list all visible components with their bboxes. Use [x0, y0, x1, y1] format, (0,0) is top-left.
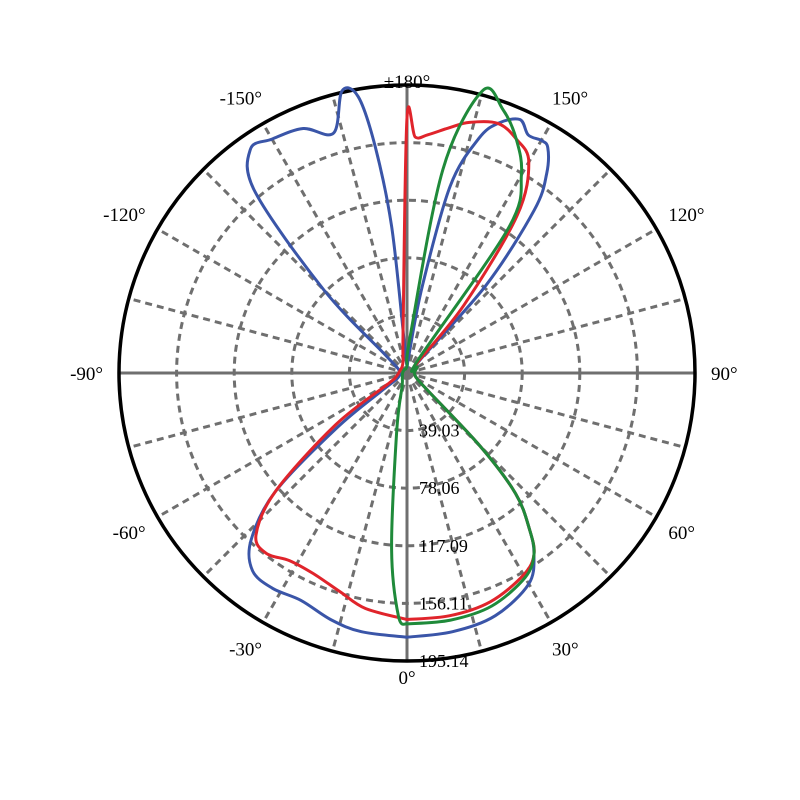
grid-ring-2: [232, 198, 582, 548]
grid-spoke-330: [261, 372, 409, 624]
grid-spoke-315: [202, 371, 409, 578]
radial-tick-label: 39.03: [419, 421, 460, 441]
grid-ring-1: [290, 256, 524, 490]
angle-label: -90°: [70, 364, 103, 385]
radial-tick-label: 195.14: [419, 651, 469, 671]
grid-spoke-285: [128, 371, 408, 449]
angle-label: -120°: [103, 205, 145, 226]
grid-spoke-210: [261, 122, 409, 374]
outer-ring: [117, 83, 697, 663]
grid-ring-0: [347, 313, 467, 433]
series-line-2: [390, 86, 536, 626]
grid-spoke-15: [405, 372, 483, 652]
axis-labels: 0° 30° 60° 90° 120° 150° ±180° -150° -120° -90° -6…: [70, 72, 738, 689]
grid-spoke-195: [331, 94, 409, 374]
grid-spoke-75: [406, 371, 686, 449]
polar-grid: [117, 83, 697, 663]
angle-label: -30°: [229, 639, 262, 660]
angle-label: 120°: [668, 205, 704, 226]
radial-tick-label: 78.06: [419, 478, 460, 498]
grid-spoke-120: [406, 227, 658, 375]
angle-label: ±180°: [384, 72, 431, 93]
angle-label: 30°: [552, 639, 579, 660]
angle-label: 150°: [552, 89, 588, 110]
grid-spoke-105: [406, 297, 686, 375]
angle-label: 90°: [711, 364, 738, 385]
angle-label: -60°: [113, 523, 146, 544]
grid-spoke-345: [331, 372, 409, 652]
angle-label: 0°: [398, 668, 415, 689]
grid-spoke-225: [202, 168, 409, 375]
angle-label: -150°: [220, 89, 262, 110]
grid-spoke-240: [156, 227, 408, 375]
grid-spoke-255: [128, 297, 408, 375]
grid-spoke-165: [405, 94, 483, 374]
radial-tick-label: 117.09: [419, 536, 468, 556]
grid-spoke-300: [156, 371, 408, 519]
radial-tick-label: 156.11: [419, 593, 468, 613]
angle-label: 60°: [668, 523, 695, 544]
series-lines: [245, 86, 550, 639]
